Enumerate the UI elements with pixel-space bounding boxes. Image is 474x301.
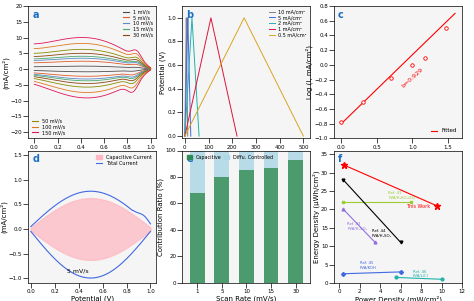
Bar — [190, 150, 205, 193]
Text: Ref. 43
PVA/H₂SO₄: Ref. 43 PVA/H₂SO₄ — [347, 222, 368, 231]
0.5 mA/cm² — [187, 125, 192, 128]
0.5 mA/cm² — [301, 134, 306, 138]
Bar — [214, 150, 229, 177]
Y-axis label: Contribution Ratio (%): Contribution Ratio (%) — [158, 178, 164, 256]
Line: 2 mA/cm²: 2 mA/cm² — [185, 18, 199, 136]
10 mA/cm² — [183, 16, 189, 20]
2 mA/cm² — [185, 90, 191, 94]
Bar — [288, 150, 303, 160]
1 mA/cm² — [234, 134, 240, 138]
Text: b=0.929: b=0.929 — [401, 67, 424, 89]
0.5 mA/cm² — [241, 16, 247, 20]
Text: a: a — [32, 10, 39, 20]
Y-axis label: Current Density
(mA/cm²): Current Density (mA/cm²) — [0, 189, 8, 244]
X-axis label: Power Density (mW/cm²): Power Density (mW/cm²) — [355, 296, 442, 301]
Line: 0.5 mA/cm²: 0.5 mA/cm² — [185, 18, 303, 136]
Line: 5 mA/cm²: 5 mA/cm² — [185, 18, 191, 136]
X-axis label: Potential (V): Potential (V) — [71, 296, 114, 301]
5 mA/cm² — [182, 125, 188, 128]
1 mA/cm² — [230, 115, 236, 119]
X-axis label: Potential (V): Potential (V) — [71, 151, 114, 158]
1 mA/cm² — [232, 123, 237, 127]
10 mA/cm² — [182, 120, 188, 124]
Legend: Fitted: Fitted — [428, 126, 459, 136]
0.5 mA/cm² — [295, 123, 301, 127]
Text: Ref. 46
PVA/LiCl: Ref. 46 PVA/LiCl — [413, 270, 429, 278]
Y-axis label: Potential (V): Potential (V) — [160, 51, 166, 94]
5 mA/cm² — [188, 123, 193, 127]
10 mA/cm² — [185, 134, 191, 138]
Text: f: f — [338, 154, 342, 164]
0.5 mA/cm² — [204, 90, 210, 94]
1 mA/cm² — [185, 120, 191, 124]
0.5 mA/cm² — [189, 120, 195, 124]
5 mA/cm² — [188, 134, 194, 138]
2 mA/cm² — [182, 134, 188, 138]
Legend: 50 mV/s, 100 mV/s, 150 mV/s: 50 mV/s, 100 mV/s, 150 mV/s — [31, 118, 66, 136]
2 mA/cm² — [196, 123, 201, 127]
Bar — [288, 160, 303, 283]
X-axis label: Scan Rate (mV/s): Scan Rate (mV/s) — [216, 296, 277, 301]
Bar — [239, 170, 254, 283]
Y-axis label: Log (i, mA/cm²): Log (i, mA/cm²) — [306, 45, 313, 99]
Bar — [214, 177, 229, 283]
5 mA/cm² — [183, 71, 189, 75]
1 mA/cm² — [182, 134, 188, 138]
Bar — [264, 150, 279, 168]
Legend: 10 mA/cm², 5 mA/cm², 2 mA/cm², 1 mA/cm², 0.5 mA/cm²: 10 mA/cm², 5 mA/cm², 2 mA/cm², 1 mA/cm²,… — [268, 8, 308, 38]
Text: c: c — [338, 10, 344, 20]
Text: d: d — [32, 154, 39, 164]
X-axis label: Log (Scan Rate, mV/s): Log (Scan Rate, mV/s) — [360, 151, 437, 158]
Text: b: b — [186, 10, 193, 20]
1 mA/cm² — [184, 125, 190, 128]
Line: 1 mA/cm²: 1 mA/cm² — [185, 18, 237, 136]
5 mA/cm² — [183, 90, 189, 94]
10 mA/cm² — [185, 123, 191, 127]
Text: 5 mV/s: 5 mV/s — [67, 268, 89, 273]
10 mA/cm² — [182, 134, 188, 138]
1 mA/cm² — [196, 71, 201, 75]
Bar — [190, 193, 205, 283]
0.5 mA/cm² — [291, 115, 297, 119]
1 mA/cm² — [192, 90, 198, 94]
Text: Ref. 45
PVA/KOH: Ref. 45 PVA/KOH — [360, 261, 377, 270]
10 mA/cm² — [182, 125, 188, 128]
Legend: Capacitive, Diffu. Controlled: Capacitive, Diffu. Controlled — [185, 153, 274, 162]
10 mA/cm² — [185, 115, 191, 119]
10 mA/cm² — [183, 71, 189, 75]
2 mA/cm² — [189, 16, 195, 20]
5 mA/cm² — [182, 134, 188, 138]
2 mA/cm² — [196, 134, 202, 138]
Y-axis label: Current Density
(mA/cm²): Current Density (mA/cm²) — [0, 45, 9, 100]
5 mA/cm² — [182, 120, 188, 124]
Line: 10 mA/cm²: 10 mA/cm² — [185, 18, 188, 136]
Text: Ref. 44
PVA/H₂SO₄: Ref. 44 PVA/H₂SO₄ — [372, 229, 392, 238]
2 mA/cm² — [186, 71, 191, 75]
5 mA/cm² — [185, 16, 191, 20]
10 mA/cm² — [182, 90, 188, 94]
2 mA/cm² — [183, 120, 189, 124]
Legend: Capacitive Current, Total Current: Capacitive Current, Total Current — [94, 153, 154, 168]
2 mA/cm² — [195, 115, 201, 119]
Bar — [239, 150, 254, 170]
5 mA/cm² — [187, 115, 193, 119]
2 mA/cm² — [182, 125, 188, 128]
1 mA/cm² — [208, 16, 214, 20]
0.5 mA/cm² — [214, 71, 219, 75]
Text: e: e — [186, 154, 193, 164]
Text: This Work: This Work — [406, 203, 430, 209]
Y-axis label: Energy Density (μWh/cm²): Energy Density (μWh/cm²) — [312, 170, 319, 263]
X-axis label: Time (s): Time (s) — [232, 151, 261, 158]
0.5 mA/cm² — [182, 134, 188, 138]
Text: Ref. 41
PVA/H₂SO₄/EG: Ref. 41 PVA/H₂SO₄/EG — [388, 191, 415, 200]
Bar — [264, 168, 279, 283]
